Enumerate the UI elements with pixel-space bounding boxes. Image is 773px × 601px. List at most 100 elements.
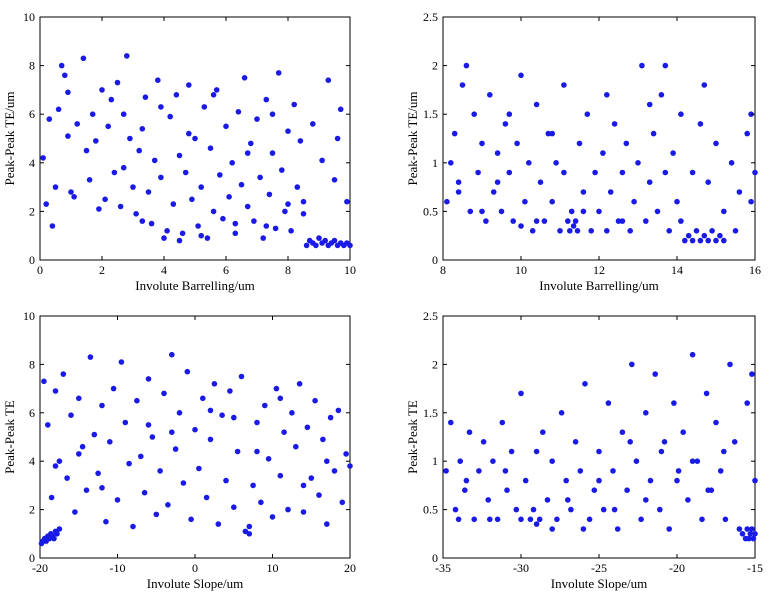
data-point — [558, 410, 565, 416]
data-point — [674, 477, 680, 484]
data-point — [139, 218, 146, 224]
data-point — [614, 526, 621, 532]
y-tick-label: 4 — [29, 156, 35, 170]
data-point — [536, 516, 543, 523]
data-point — [229, 160, 235, 166]
data-point — [557, 228, 563, 234]
data-point — [313, 242, 319, 249]
data-point — [86, 177, 93, 183]
data-point — [60, 371, 67, 377]
data-point — [65, 133, 71, 139]
data-point — [685, 497, 691, 503]
data-point — [596, 448, 602, 455]
plot-frame — [39, 16, 351, 261]
data-point — [223, 477, 229, 484]
data-point — [79, 443, 86, 450]
data-point — [118, 359, 125, 365]
data-point — [331, 468, 338, 474]
data-point — [134, 397, 140, 404]
data-point — [182, 169, 189, 176]
data-point — [744, 130, 750, 137]
data-point — [455, 189, 462, 195]
data-point — [76, 395, 82, 402]
data-point — [502, 468, 509, 474]
data-point — [56, 526, 63, 532]
data-point — [170, 201, 177, 207]
data-point — [549, 526, 555, 532]
data-point — [213, 87, 220, 93]
data-point — [567, 228, 573, 234]
data-point — [211, 381, 218, 387]
data-point — [448, 419, 454, 426]
data-point — [324, 521, 330, 527]
data-point — [466, 429, 473, 436]
data-point — [459, 82, 466, 88]
y-tick-label: 0 — [29, 253, 35, 267]
data-point — [750, 535, 757, 542]
data-point — [269, 150, 276, 156]
data-point — [251, 218, 257, 224]
data-point — [254, 419, 260, 426]
y-axis-label: Peak-Peak TE — [405, 400, 420, 474]
data-point — [164, 228, 170, 234]
data-point — [219, 412, 225, 419]
data-point — [148, 220, 155, 227]
data-point — [339, 499, 346, 506]
data-point — [600, 150, 606, 156]
data-point — [227, 388, 233, 394]
data-point — [685, 232, 692, 239]
data-point — [689, 458, 696, 465]
data-point — [56, 458, 63, 465]
data-point — [297, 138, 304, 144]
x-tick-label: 14 — [671, 263, 683, 277]
data-point — [635, 160, 641, 166]
y-tick-label: 1 — [432, 454, 438, 468]
data-point — [142, 94, 149, 100]
x-tick-label: -35 — [435, 561, 451, 575]
data-point — [526, 160, 532, 166]
data-point — [180, 480, 187, 486]
data-point — [65, 89, 71, 96]
data-point — [680, 429, 686, 436]
data-point — [580, 208, 587, 215]
data-point — [139, 126, 146, 132]
data-point — [258, 499, 264, 506]
data-point — [262, 402, 268, 409]
data-point — [48, 494, 55, 501]
data-point — [99, 485, 105, 491]
data-point — [204, 235, 211, 241]
data-point — [709, 228, 715, 234]
data-point — [701, 82, 708, 88]
data-point — [490, 458, 496, 465]
data-point — [494, 179, 501, 185]
data-point — [120, 111, 127, 117]
x-tick-label: -30 — [513, 561, 529, 575]
data-point — [51, 535, 57, 542]
data-point — [631, 198, 637, 205]
data-point — [217, 172, 223, 178]
data-point — [114, 79, 121, 86]
data-point — [713, 419, 719, 426]
data-point — [652, 371, 658, 377]
y-tick-label: 2.5 — [423, 309, 438, 323]
data-point — [689, 237, 696, 244]
data-point — [43, 201, 49, 207]
y-axis-label: Peak-Peak TE — [2, 400, 17, 474]
data-point — [678, 218, 684, 224]
data-point — [554, 516, 560, 523]
data-point — [596, 477, 602, 484]
x-axis-label: Involute Slope/um — [147, 576, 243, 591]
data-point — [713, 140, 719, 147]
data-point — [444, 198, 450, 205]
data-point — [451, 130, 458, 137]
data-point — [263, 96, 270, 103]
data-point — [281, 429, 287, 436]
data-point — [310, 121, 316, 127]
data-point — [344, 198, 350, 205]
data-point — [588, 228, 594, 234]
data-point — [54, 531, 60, 537]
data-point — [347, 242, 353, 249]
y-tick-label: 8 — [29, 357, 35, 371]
data-point — [563, 477, 569, 484]
data-point — [662, 169, 669, 176]
